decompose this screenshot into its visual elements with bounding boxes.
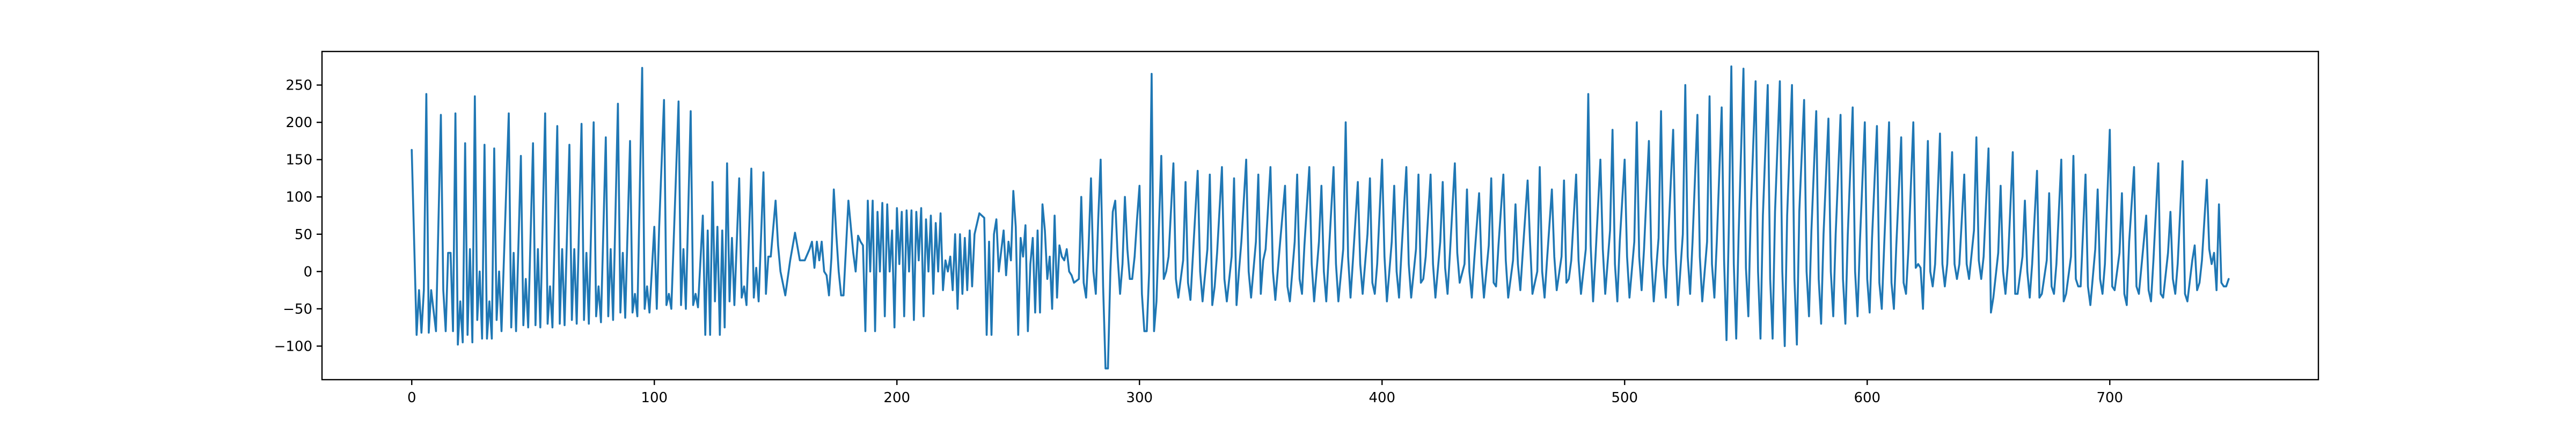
x-tick-label: 100	[641, 390, 668, 406]
x-tick-label: 500	[1611, 390, 1638, 406]
y-tick-label: 150	[286, 152, 312, 168]
x-tick-label: 400	[1368, 390, 1395, 406]
x-tick-label: 300	[1126, 390, 1153, 406]
y-tick-label: 250	[286, 78, 312, 94]
plot-frame	[321, 50, 2319, 381]
x-tick-label: 600	[1854, 390, 1880, 406]
y-tick-label: 0	[303, 264, 312, 280]
x-tick-label: 200	[883, 390, 910, 406]
x-axis-ticks: 0 100 200 300 400 500 600 700	[407, 380, 2123, 406]
y-tick-label: −50	[283, 301, 312, 317]
y-tick-label: 50	[295, 227, 312, 243]
y-tick-label: 200	[286, 115, 312, 131]
x-tick-label: 700	[2096, 390, 2123, 406]
y-tick-label: 100	[286, 189, 312, 205]
y-tick-label: −100	[274, 338, 312, 354]
x-tick-label: 0	[407, 390, 416, 406]
y-axis-ticks: −100 −50 0 50 100 150 200 250	[274, 78, 322, 354]
data-series-line	[411, 65, 2230, 369]
